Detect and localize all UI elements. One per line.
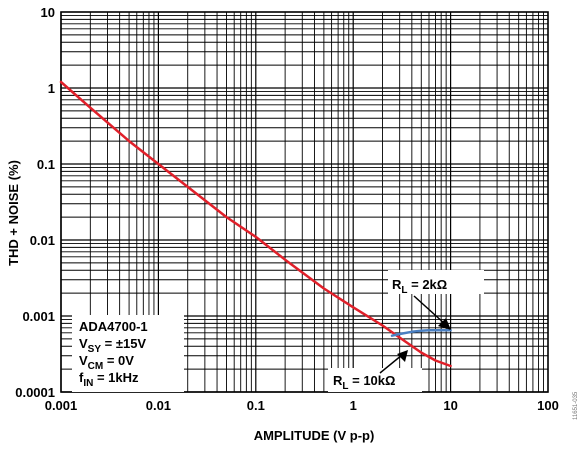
rl-2k-label-box (388, 270, 484, 294)
y-tick-label: 0.1 (37, 157, 55, 172)
rl-10k-arrow-head (397, 350, 408, 362)
condition-line: fIN = 1kHz (79, 370, 139, 389)
condition-line: VSY = ±15V (79, 336, 146, 355)
x-tick-label: 0.01 (146, 398, 171, 413)
y-tick-label: 1 (48, 81, 55, 96)
condition-line: VCM = 0V (79, 353, 134, 372)
x-tick-label: 1 (350, 398, 357, 413)
y-tick-label: 0.01 (30, 233, 55, 248)
series-line-rl-2k (390, 328, 452, 337)
plot-grid (60, 12, 548, 393)
rl-2k-arrow-head (438, 318, 451, 330)
x-tick-label: 0.001 (45, 398, 78, 413)
x-tick-label: 0.1 (247, 398, 265, 413)
y-tick-labels: 0.0001 0.001 0.01 0.1 1 10 (15, 5, 55, 400)
condition-line: ADA4700-1 (79, 319, 148, 334)
x-tick-label: 100 (537, 398, 559, 413)
rl-2k-label: RL = 2kΩ (392, 277, 447, 296)
rl-2k-arrow-line (413, 295, 446, 325)
conditions-box (72, 315, 184, 392)
plot-frame (60, 11, 549, 393)
series-group (59, 80, 452, 368)
y-tick-label: 10 (41, 5, 55, 20)
x-axis-title: AMPLITUDE (V p-p) (254, 428, 375, 443)
y-axis-title: THD + NOISE (%) (6, 160, 21, 266)
y-tick-label: 0.0001 (15, 385, 55, 400)
x-tick-label: 10 (443, 398, 457, 413)
y-tick-label: 0.001 (22, 309, 55, 324)
figure-id: 11651-035 (573, 391, 579, 420)
x-tick-labels: 0.001 0.01 0.1 1 10 100 (45, 398, 559, 413)
rl-10k-arrow-line (379, 354, 403, 374)
rl-10k-label-box (328, 368, 422, 392)
rl-10k-label: RL = 10kΩ (333, 373, 395, 392)
series-line-rl-10k (59, 80, 452, 368)
